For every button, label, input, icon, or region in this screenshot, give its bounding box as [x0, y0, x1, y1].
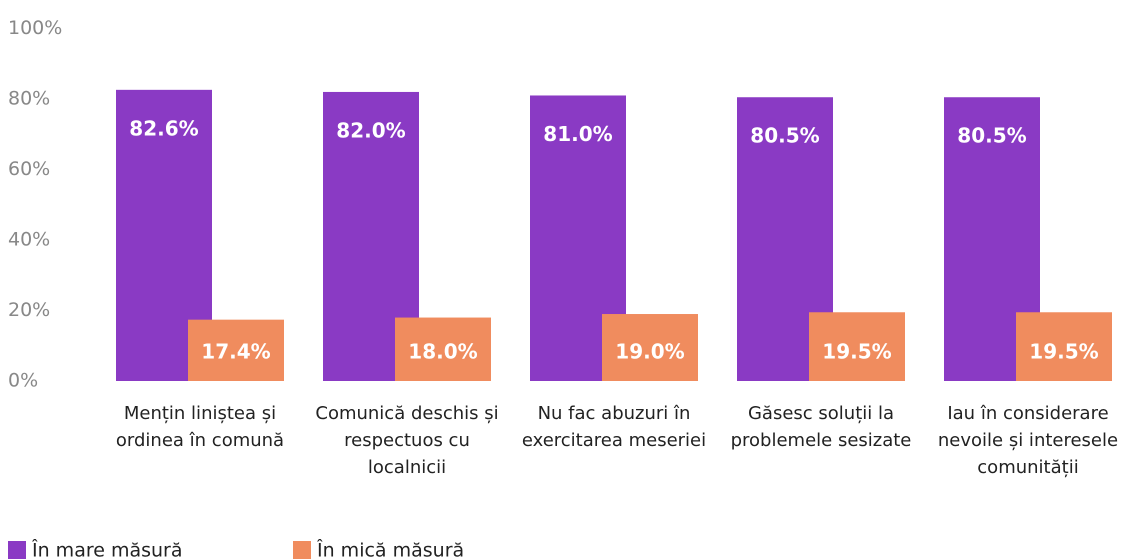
- x-tick-label: Iau în considerare nevoile și interesele…: [937, 403, 1119, 478]
- bar: [809, 312, 905, 381]
- legend-label: În mică măsură: [316, 539, 464, 560]
- x-tick-label: Găsesc soluții la problemele sesizate: [730, 403, 912, 451]
- data-label: 19.5%: [822, 340, 891, 364]
- bar: [395, 317, 491, 381]
- legend-swatch: [293, 541, 311, 559]
- data-label: 80.5%: [957, 124, 1026, 148]
- y-tick-label: 100%: [8, 17, 62, 39]
- data-label: 82.0%: [336, 118, 405, 142]
- x-tick-label: Comunică deschis și respectuos cu localn…: [315, 403, 499, 478]
- legend-swatch: [8, 541, 26, 559]
- data-label: 19.0%: [615, 340, 684, 364]
- x-tick-label: Nu fac abuzuri în exercitarea meseriei: [521, 403, 707, 451]
- y-tick-label: 20%: [8, 299, 50, 321]
- y-tick-label: 60%: [8, 158, 50, 180]
- bar: [1016, 312, 1112, 381]
- data-label: 18.0%: [408, 340, 477, 364]
- bar: [188, 319, 284, 381]
- data-label: 19.5%: [1029, 340, 1098, 364]
- legend-label: În mare măsură: [31, 539, 183, 560]
- y-tick-label: 0%: [8, 370, 38, 392]
- x-tick-label: Mențin liniștea și ordinea în comună: [115, 403, 285, 451]
- y-tick-label: 40%: [8, 229, 50, 251]
- data-label: 17.4%: [201, 340, 270, 364]
- bar: [602, 314, 698, 381]
- data-label: 82.6%: [129, 116, 198, 140]
- y-tick-label: 80%: [8, 88, 50, 110]
- data-label: 81.0%: [543, 122, 612, 146]
- data-label: 80.5%: [750, 124, 819, 148]
